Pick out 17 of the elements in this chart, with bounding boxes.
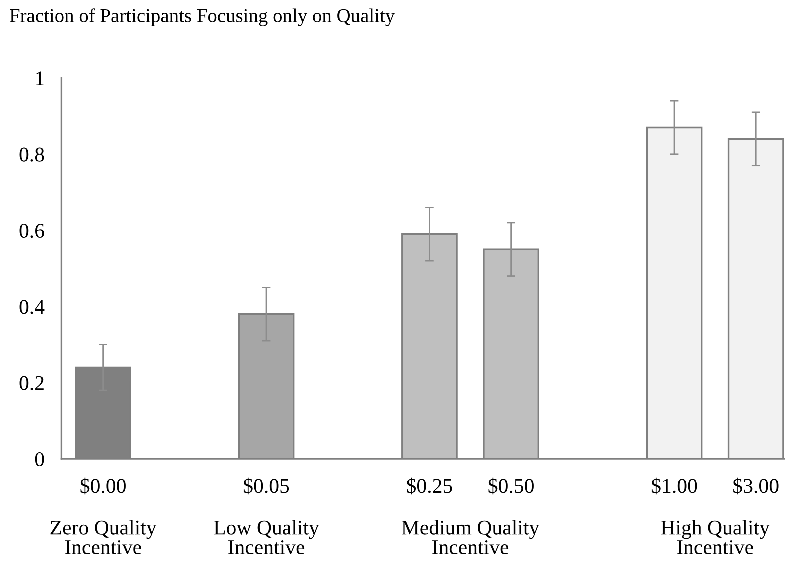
y-tick-label: 0.8 — [20, 148, 44, 162]
x-tick-label: $1.00 — [652, 478, 698, 495]
text: Medium Quality Incentive — [402, 520, 540, 555]
x-tick-label: $0.00 — [80, 478, 126, 495]
x-tick-label: $0.05 — [244, 478, 290, 495]
y-tick-label: 0.4 — [20, 300, 45, 314]
text: Low Quality Incentive — [214, 520, 320, 555]
x-tick-label: $0.25 — [407, 478, 452, 495]
y-tick-label: 0.2 — [20, 376, 44, 390]
text: High Quality Incentive — [661, 520, 770, 555]
y-tick-label: 0.6 — [20, 224, 44, 238]
y-tick-label: 1 — [36, 72, 44, 86]
x-tick-label: $0.50 — [488, 478, 534, 495]
x-tick-label: $3.00 — [734, 478, 779, 495]
y-tick-label: 0 — [35, 452, 44, 467]
chart-title: Fraction of Participants Focusing only on Quality — [10, 8, 396, 26]
text: Zero Quality Incentive — [50, 520, 157, 555]
